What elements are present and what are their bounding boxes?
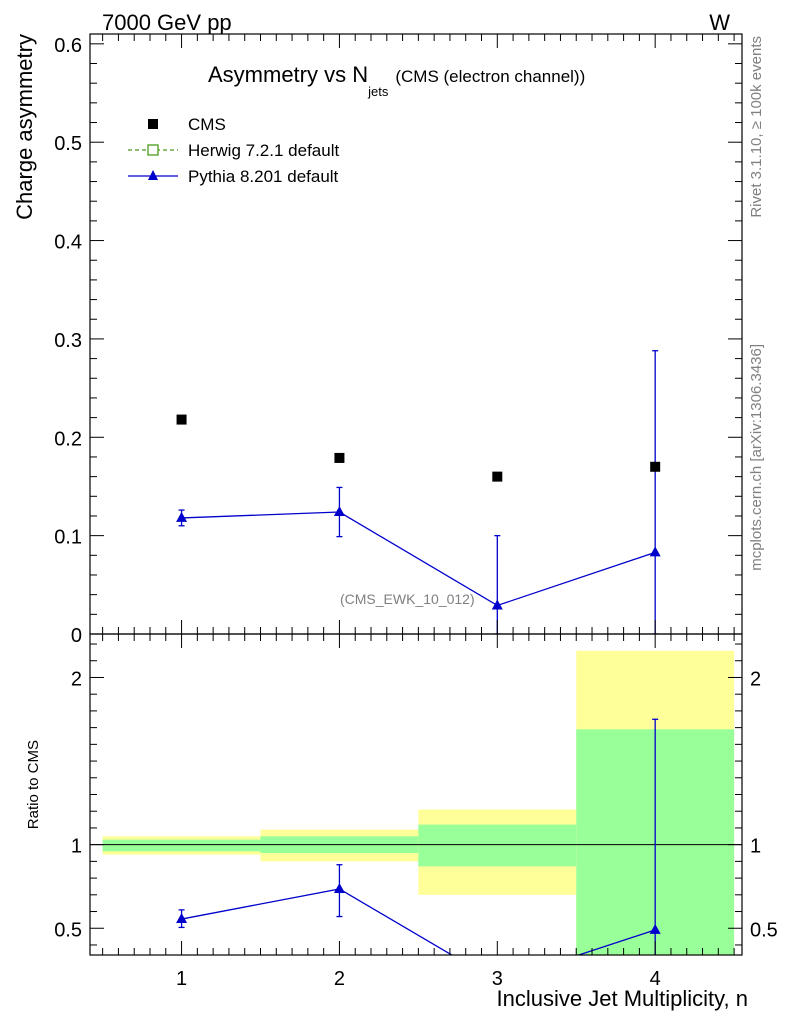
bottom-pythia-point-1 — [176, 913, 188, 924]
top-pythia-point-1 — [176, 511, 188, 522]
top-y-tick-label-5: 0.5 — [54, 133, 82, 155]
bottom-pythia-point-2 — [333, 882, 345, 893]
x-tick-label-1: 2 — [334, 968, 345, 990]
x-tick-label-2: 3 — [492, 968, 503, 990]
rivet-label: Rivet 3.1.10, ≥ 100k events — [748, 36, 765, 218]
legend-entry-herwig: Herwig 7.2.1 default — [188, 141, 339, 160]
axis-ticks: 0 0.1 0.2 0.3 0.4 0.5 0.6 1 2 3 4 0.5 0.5 1 1 2 2 — [54, 34, 778, 990]
top-y-tick-label-1: 0.1 — [54, 527, 82, 549]
chart-title-main: Asymmetry vs N — [208, 62, 368, 87]
legend-marker-pythia — [148, 170, 158, 180]
legend-marker-cms — [148, 119, 158, 129]
header-right: W — [709, 10, 730, 35]
mcplots-label: mcplots.cern.ch [arXiv:1306.3436] — [748, 344, 765, 571]
band-inner-3 — [418, 824, 577, 867]
legend-entry-pythia: Pythia 8.201 default — [188, 167, 339, 186]
bottom-y-axis-label: Ratio to CMS — [25, 740, 42, 829]
top-y-tick-label-4: 0.4 — [54, 232, 82, 254]
bottom-pythia-group — [176, 718, 661, 955]
ratio-bands — [102, 650, 735, 955]
chart-title: Asymmetry vs Njets (CMS (electron channel… — [208, 62, 585, 99]
top-y-tick-label-0: 0 — [71, 625, 82, 647]
top-pythia-point-3 — [491, 599, 503, 610]
top-y-tick-label-6: 0.6 — [54, 35, 82, 57]
x-tick-label-0: 1 — [176, 968, 187, 990]
top-cms-point-4 — [650, 461, 661, 472]
x-axis-label: Inclusive Jet Multiplicity, n — [497, 986, 748, 1011]
top-cms-point-1 — [176, 414, 187, 425]
bottom-y-tick-label-right-1: 1 — [750, 836, 761, 858]
chart-title-sub: jets — [367, 84, 389, 99]
bottom-y-tick-label-left-0: 0.5 — [54, 919, 82, 941]
legend-entry-cms: CMS — [188, 115, 226, 134]
top-y-axis-label: Charge asymmetry — [12, 34, 37, 220]
bottom-pythia-point-4 — [649, 923, 661, 934]
legend: CMS Herwig 7.2.1 default Pythia 8.201 de… — [128, 115, 339, 186]
bottom-y-tick-label-right-0: 0.5 — [750, 919, 778, 941]
x-tick-label-3: 4 — [650, 968, 661, 990]
bottom-y-tick-label-left-2: 2 — [71, 668, 82, 690]
top-pythia-point-2 — [333, 506, 345, 517]
top-pythia-line — [181, 511, 656, 607]
top-pythia-group — [176, 350, 661, 634]
chart-title-extra: (CMS (electron channel)) — [395, 67, 585, 86]
analysis-watermark: (CMS_EWK_10_012) — [340, 591, 475, 607]
top-cms-point-3 — [492, 471, 503, 482]
top-y-tick-label-2: 0.2 — [54, 428, 82, 450]
bottom-y-tick-label-left-1: 1 — [71, 836, 82, 858]
top-y-tick-label-3: 0.3 — [54, 330, 82, 352]
top-pythia-point-4 — [649, 546, 661, 557]
band-inner-1 — [102, 839, 261, 852]
top-cms-point-2 — [334, 452, 345, 463]
bottom-pythia-line — [181, 888, 656, 955]
series-layer — [176, 350, 661, 955]
header-left: 7000 GeV pp — [102, 10, 232, 35]
legend-marker-herwig — [147, 144, 159, 156]
bottom-y-tick-label-right-2: 2 — [750, 668, 761, 690]
